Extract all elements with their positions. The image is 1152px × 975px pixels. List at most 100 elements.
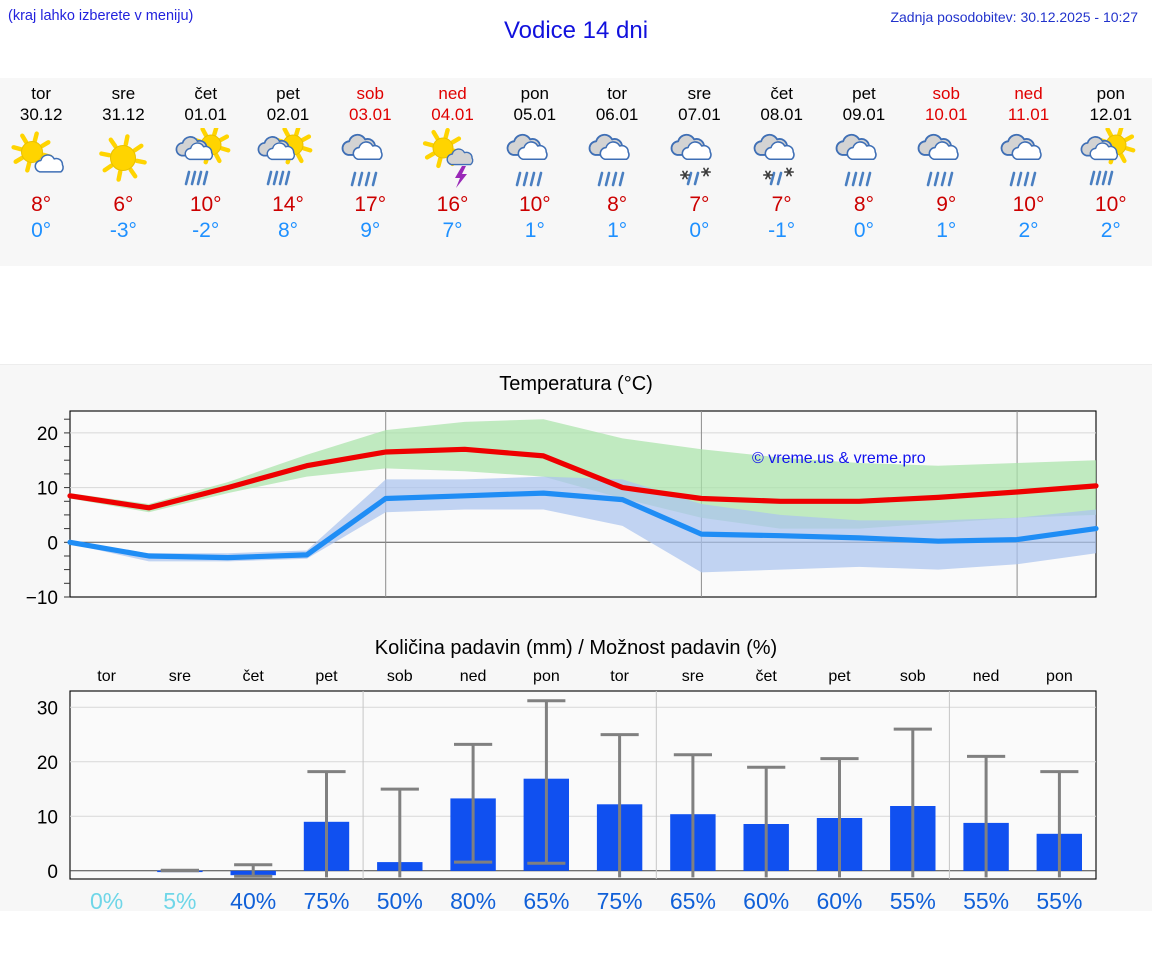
day-max-temp: 7°: [689, 193, 710, 216]
svg-text:55%: 55%: [890, 888, 936, 911]
sun-cloud-rain-icon: [169, 127, 243, 189]
page-title: Vodice 14 dni: [503, 17, 649, 44]
day-date-label: 09.01: [842, 105, 886, 124]
svg-text:−10: −10: [26, 588, 58, 609]
day-min-temp: -3°: [109, 219, 137, 242]
svg-text:65%: 65%: [523, 888, 569, 911]
day-of-week-label: tor: [31, 84, 52, 103]
sun-cloud-rain-icon: [251, 127, 325, 189]
day-date-label: 10.01: [924, 105, 968, 124]
day-column[interactable]: pon 12.01 10° 2°: [1070, 78, 1152, 266]
svg-text:10: 10: [37, 479, 58, 500]
svg-text:5%: 5%: [163, 888, 196, 911]
day-min-temp: 0°: [853, 219, 874, 242]
day-column[interactable]: pet 02.01 14° 8°: [247, 78, 329, 266]
day-of-week-label: pon: [1096, 84, 1125, 103]
day-min-temp: 2°: [1018, 219, 1039, 242]
cloud-rain-icon: [992, 127, 1066, 189]
day-column[interactable]: sre 07.01 7° 0°: [658, 78, 740, 266]
day-min-temp: 8°: [277, 219, 299, 242]
svg-text:© vreme.us & vreme.pro: © vreme.us & vreme.pro: [752, 450, 926, 467]
svg-text:20: 20: [37, 424, 58, 445]
day-of-week-label: sob: [356, 84, 384, 103]
cloud-sleet-icon: [662, 127, 736, 189]
svg-text:pon: pon: [533, 668, 560, 685]
svg-text:pet: pet: [828, 668, 851, 685]
svg-text:0%: 0%: [90, 888, 123, 911]
svg-text:75%: 75%: [597, 888, 643, 911]
menu-hint-text: (kraj lahko izberete v meniju): [8, 8, 194, 24]
day-column[interactable]: pon 05.01 10° 1°: [494, 78, 576, 266]
daily-forecast-strip: tor 30.12 8° 0° sre 31.12 6° -3° čet 01.01 10° -…: [0, 78, 1152, 266]
svg-text:30: 30: [37, 698, 58, 719]
svg-text:0: 0: [47, 533, 58, 554]
bottom-spacer: [0, 911, 1152, 941]
day-max-temp: 6°: [113, 193, 134, 216]
svg-text:tor: tor: [610, 668, 629, 685]
temperature-chart-title: Temperatura (°C): [499, 373, 653, 395]
day-min-temp: 1°: [936, 219, 957, 242]
day-min-temp: 7°: [442, 219, 463, 242]
day-min-temp: 0°: [31, 219, 52, 242]
svg-text:pet: pet: [315, 668, 338, 685]
svg-text:pon: pon: [1046, 668, 1073, 685]
cloud-rain-icon: [827, 127, 901, 189]
day-column[interactable]: čet 08.01 7° -1°: [741, 78, 823, 266]
cloud-rain-icon: [909, 127, 983, 189]
day-column[interactable]: sob 03.01 17° 9°: [329, 78, 411, 266]
day-min-temp: -2°: [192, 219, 220, 242]
day-min-temp: 1°: [607, 219, 628, 242]
svg-text:60%: 60%: [816, 888, 862, 911]
cloud-rain-icon: [580, 127, 654, 189]
day-column[interactable]: sre 31.12 6° -3°: [82, 78, 164, 266]
layout-gap: [0, 266, 1152, 364]
svg-text:40%: 40%: [230, 888, 276, 911]
day-column[interactable]: ned 04.01 16° 7°: [411, 78, 493, 266]
precipitation-chart-title: Količina padavin (mm) / Možnost padavin …: [374, 637, 778, 659]
day-of-week-label: sob: [932, 84, 960, 103]
svg-text:sre: sre: [169, 668, 191, 685]
day-date-label: 04.01: [431, 105, 474, 124]
svg-text:75%: 75%: [303, 888, 349, 911]
day-max-temp: 9°: [936, 193, 957, 216]
day-date-label: 30.12: [19, 105, 63, 124]
day-date-label: 07.01: [678, 105, 721, 124]
day-date-label: 03.01: [348, 105, 392, 124]
svg-text:ned: ned: [460, 668, 487, 685]
day-of-week-label: ned: [438, 84, 467, 103]
precipitation-chart: tor sre čet pet sob ned pon tor sre čet pet sob ned p…: [0, 661, 1152, 911]
day-max-temp: 16°: [436, 193, 469, 216]
day-date-label: 01.01: [184, 105, 227, 124]
day-max-temp: 8°: [607, 193, 628, 216]
day-of-week-label: čet: [770, 84, 794, 103]
day-max-temp: 10°: [1012, 193, 1045, 216]
svg-text:sob: sob: [387, 668, 413, 685]
day-max-temp: 7°: [771, 193, 792, 216]
svg-text:55%: 55%: [1036, 888, 1082, 911]
svg-text:0: 0: [47, 862, 58, 883]
day-column[interactable]: tor 06.01 8° 1°: [576, 78, 658, 266]
svg-text:65%: 65%: [670, 888, 716, 911]
temperature-chart-block: Temperatura (°C) −10 0 10 20 © vreme.us & vr…: [0, 364, 1152, 629]
day-date-label: 12.01: [1089, 105, 1133, 124]
day-min-temp: -1°: [768, 219, 796, 242]
day-max-temp: 14°: [272, 193, 304, 216]
day-column[interactable]: tor 30.12 8° 0°: [0, 78, 82, 266]
day-max-temp: 10°: [189, 193, 222, 216]
day-column[interactable]: čet 01.01 10° -2°: [165, 78, 247, 266]
day-of-week-label: pet: [852, 84, 876, 103]
cloud-sleet-icon: [745, 127, 819, 189]
day-of-week-label: sre: [111, 84, 136, 103]
day-column[interactable]: ned 11.01 10° 2°: [987, 78, 1069, 266]
day-date-label: 06.01: [595, 105, 639, 124]
day-column[interactable]: sob 10.01 9° 1°: [905, 78, 987, 266]
sun-cloud-storm-icon: [416, 127, 490, 189]
day-of-week-label: čet: [194, 84, 218, 103]
temperature-chart: −10 0 10 20 © vreme.us & vreme.pro: [0, 397, 1152, 629]
day-min-temp: 9°: [360, 219, 381, 242]
day-of-week-label: ned: [1014, 84, 1043, 103]
day-column[interactable]: pet 09.01 8° 0°: [823, 78, 905, 266]
sun-cloud-rain-icon: [1074, 127, 1148, 189]
page-header: (kraj lahko izberete v meniju) Vodice 14…: [0, 0, 1152, 78]
svg-text:sob: sob: [900, 668, 926, 685]
